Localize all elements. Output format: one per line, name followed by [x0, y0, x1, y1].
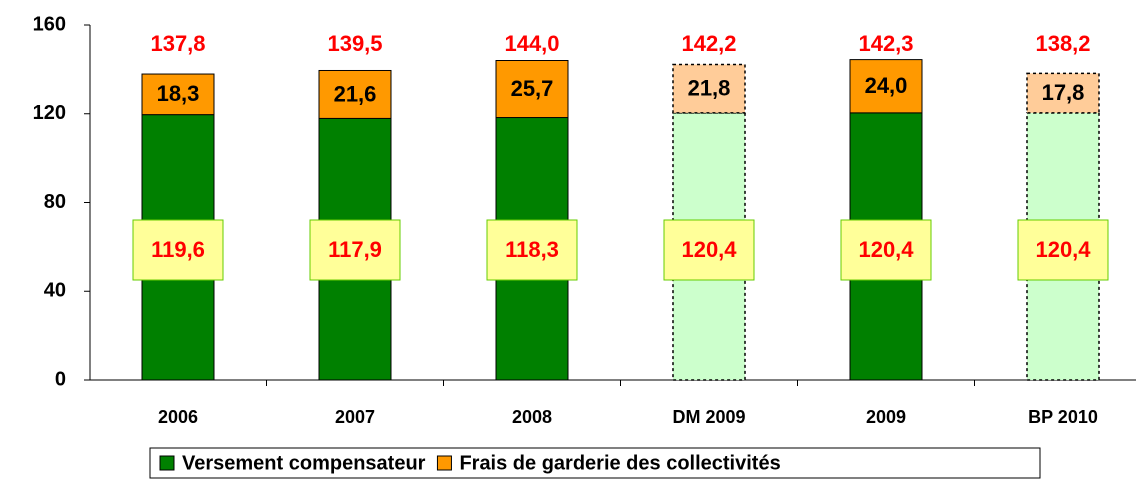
bar-segment — [849, 59, 923, 114]
value-label: 119,6 — [151, 237, 205, 262]
y-tick-label: 40 — [44, 280, 66, 302]
value-label: 18,3 — [157, 81, 200, 106]
y-tick-label: 0 — [55, 368, 66, 390]
total-label: 142,2 — [681, 31, 736, 56]
value-label: 118,3 — [505, 237, 559, 262]
total-label: 137,8 — [150, 31, 205, 56]
total-label: 144,0 — [504, 31, 559, 56]
bar-segment — [141, 73, 215, 116]
value-label: 17,8 — [1042, 80, 1085, 105]
value-label: 24,0 — [865, 73, 908, 98]
value-label-box — [309, 219, 401, 281]
x-tick-label: 2006 — [158, 407, 198, 427]
value-label-box — [1017, 219, 1109, 281]
value-label: 120,4 — [858, 237, 914, 262]
value-label: 120,4 — [681, 237, 737, 262]
y-tick-label: 160 — [33, 13, 66, 35]
legend-box — [149, 447, 1041, 479]
bar-segment — [318, 69, 392, 119]
value-label-box — [132, 219, 224, 281]
legend-label: Versement compensateur — [182, 452, 426, 474]
total-label: 142,3 — [858, 31, 913, 56]
x-tick-label: BP 2010 — [1028, 407, 1098, 427]
bar-segment — [495, 60, 569, 119]
total-label: 139,5 — [327, 31, 382, 56]
y-tick-label: 80 — [44, 191, 66, 213]
x-tick-label: 2007 — [335, 407, 375, 427]
bar-segment — [672, 63, 746, 114]
value-label-box — [840, 219, 932, 281]
x-tick-label: DM 2009 — [672, 407, 745, 427]
value-label-box — [663, 219, 755, 281]
x-tick-label: 2008 — [512, 407, 552, 427]
y-tick-label: 120 — [33, 102, 66, 124]
value-label: 117,9 — [328, 237, 382, 262]
x-tick-label: 2009 — [866, 407, 906, 427]
bar-segment — [1026, 72, 1100, 114]
total-label: 138,2 — [1035, 31, 1090, 56]
value-label: 25,7 — [511, 76, 554, 101]
value-label: 120,4 — [1035, 237, 1091, 262]
value-label: 21,8 — [688, 75, 731, 100]
legend-swatch — [159, 455, 175, 471]
value-label: 21,6 — [334, 81, 377, 106]
legend-swatch — [436, 455, 452, 471]
legend-label: Frais de garderie des collectivités — [459, 452, 780, 474]
value-label-box — [486, 219, 578, 281]
